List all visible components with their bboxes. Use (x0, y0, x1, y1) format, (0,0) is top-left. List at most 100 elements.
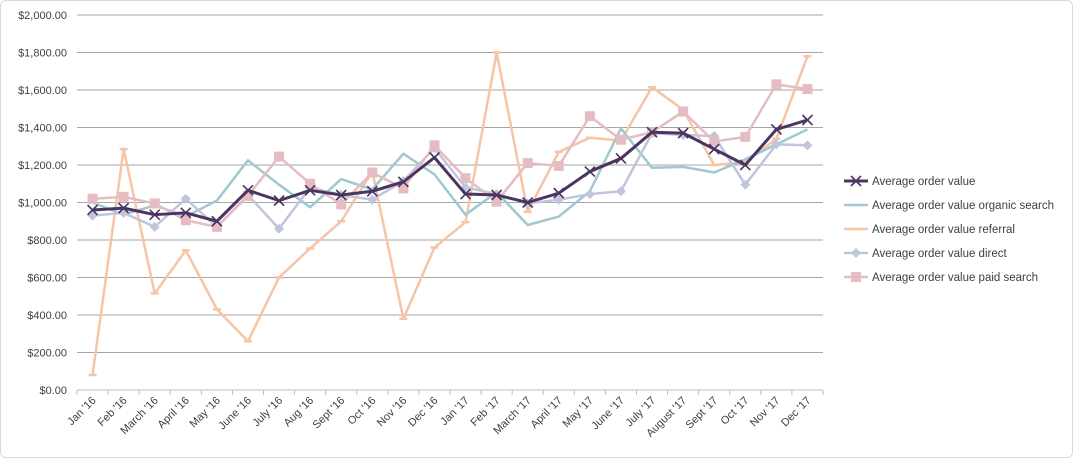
series-line (91, 51, 809, 376)
data-point-marker (491, 196, 502, 207)
x-tick-label: Jan '16 (65, 395, 98, 428)
data-point-marker (180, 207, 192, 219)
data-point-marker (522, 196, 534, 209)
y-tick-label: $400.00 (27, 310, 67, 322)
series-line (92, 83, 808, 229)
series-0 (86, 114, 814, 227)
data-point-marker (367, 167, 378, 178)
data-point-marker (211, 221, 222, 232)
data-point-marker (273, 195, 285, 207)
data-point-marker (398, 183, 409, 194)
data-point-marker (615, 186, 626, 197)
x-tick-label: Oct '17 (719, 395, 752, 428)
data-point-marker (460, 173, 471, 184)
data-point-marker (397, 176, 409, 188)
data-point-marker (709, 136, 720, 147)
data-point-marker (615, 134, 626, 145)
data-point-marker (86, 204, 99, 216)
data-point-marker (149, 198, 160, 209)
y-tick-label: $2,000.00 (18, 10, 67, 22)
legend-label: Average order value organic search (872, 200, 1054, 212)
data-point-marker (118, 202, 130, 214)
data-point-marker (851, 248, 861, 258)
data-point-marker (770, 123, 782, 135)
legend-label: Average order value direct (872, 248, 1007, 260)
data-point-marker (87, 193, 98, 204)
data-point-marker (367, 194, 378, 205)
legend-label: Average order value (872, 176, 975, 188)
data-point-marker (802, 84, 813, 95)
data-point-marker (553, 194, 564, 205)
x-tick-label: Nov '16 (375, 395, 410, 430)
data-point-marker (180, 193, 191, 204)
data-point-marker (491, 189, 503, 201)
data-point-marker (118, 191, 129, 202)
legend-item: Average order value direct (844, 248, 1007, 260)
data-point-marker (678, 106, 689, 117)
x-tick-label: Jan '17 (438, 395, 471, 428)
series-line (92, 118, 808, 223)
x-tick-label: Dec '16 (406, 395, 441, 430)
x-tick-label: Oct '16 (346, 395, 379, 428)
data-point-marker (584, 189, 595, 200)
data-point-marker (740, 131, 751, 142)
data-point-marker (149, 221, 160, 232)
y-tick-label: $0.00 (39, 385, 67, 397)
data-point-marker (584, 111, 595, 122)
y-tick-label: $1,600.00 (18, 85, 67, 97)
series-2 (88, 51, 812, 377)
series-group (86, 51, 814, 377)
data-point-marker (336, 199, 347, 210)
x-tick-label: April '17 (529, 395, 565, 431)
data-point-marker (801, 114, 814, 126)
x-tick-label: June '17 (589, 395, 627, 433)
data-point-marker (242, 184, 254, 196)
data-point-marker (274, 151, 285, 162)
y-tick-label: $1,400.00 (18, 123, 67, 135)
legend-label: Average order value referral (872, 224, 1015, 236)
y-tick-label: $600.00 (27, 273, 67, 285)
legend-label: Average order value paid search (872, 272, 1038, 284)
data-point-marker (553, 160, 564, 171)
x-tick-label: June '16 (216, 395, 254, 433)
y-tick-label: $1,000.00 (18, 198, 67, 210)
x-tick-label: April '16 (156, 395, 192, 431)
data-point-marker (677, 127, 689, 139)
data-point-marker (459, 188, 472, 200)
data-point-marker (304, 184, 316, 196)
series-1 (92, 127, 809, 227)
data-point-marker (584, 165, 596, 178)
y-tick-label: $1,200.00 (18, 160, 67, 172)
data-point-marker (429, 140, 440, 151)
legend-item: Average order value organic search (844, 200, 1054, 212)
y-tick-label: $800.00 (27, 235, 67, 247)
data-point-marker (366, 185, 378, 197)
x-tick-label: Sept '16 (311, 395, 348, 432)
legend: Average order value Average order value o… (844, 175, 1054, 284)
data-point-marker (708, 143, 720, 155)
grid-lines (76, 14, 824, 395)
data-point-marker (428, 151, 441, 164)
data-point-marker (771, 139, 782, 150)
data-point-marker (739, 159, 751, 171)
data-point-marker (802, 140, 813, 151)
x-tick-label: Nov '17 (748, 395, 783, 430)
legend-item: Average order value paid search (844, 272, 1038, 284)
data-point-marker (180, 215, 191, 226)
legend-item: Average order value referral (844, 224, 1015, 236)
y-tick-label: $1,800.00 (18, 48, 67, 60)
data-point-marker (242, 190, 253, 201)
data-point-marker (553, 187, 565, 199)
data-point-marker (771, 79, 782, 90)
data-point-marker (211, 215, 223, 227)
x-tick-label: July '16 (251, 395, 286, 430)
x-tick-label: Dec '17 (779, 395, 814, 430)
data-point-marker (274, 223, 285, 234)
data-point-marker (305, 178, 316, 189)
data-point-marker (522, 158, 533, 169)
legend-item: Average order value (844, 175, 975, 188)
data-point-marker (850, 175, 862, 187)
